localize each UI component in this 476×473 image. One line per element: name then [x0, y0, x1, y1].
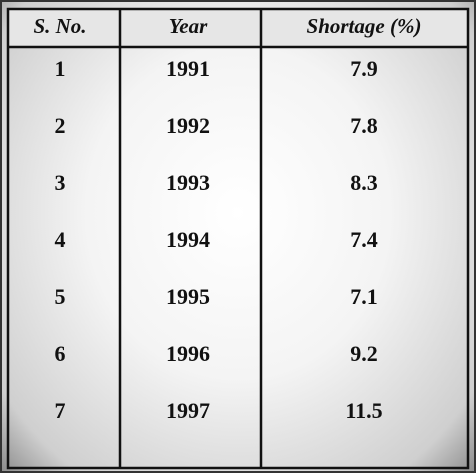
- header-cell: Year: [169, 14, 208, 38]
- cell: 3: [55, 170, 66, 195]
- cell: 1997: [166, 398, 210, 423]
- cell: 4: [55, 227, 66, 252]
- cell: 1995: [166, 284, 210, 309]
- header-background: [8, 9, 468, 47]
- cell: 7.9: [350, 56, 378, 81]
- cell: 9.2: [350, 341, 378, 366]
- cell: 8.3: [350, 170, 378, 195]
- cell: 7: [55, 398, 66, 423]
- cell: 1994: [166, 227, 210, 252]
- header-cell: S. No.: [33, 14, 86, 38]
- cell: 7.8: [350, 113, 378, 138]
- table-border: [6, 7, 470, 470]
- cell: 6: [55, 341, 66, 366]
- cell: 1996: [166, 341, 210, 366]
- cell: 7.1: [350, 284, 378, 309]
- cell: 1: [55, 56, 66, 81]
- cell: 2: [55, 113, 66, 138]
- cell: 5: [55, 284, 66, 309]
- cell: 7.4: [350, 227, 378, 252]
- header-cell: Shortage (%): [307, 14, 422, 38]
- cell: 11.5: [345, 398, 382, 423]
- cell: 1992: [166, 113, 210, 138]
- cell: 1993: [166, 170, 210, 195]
- cell: 1991: [166, 56, 210, 81]
